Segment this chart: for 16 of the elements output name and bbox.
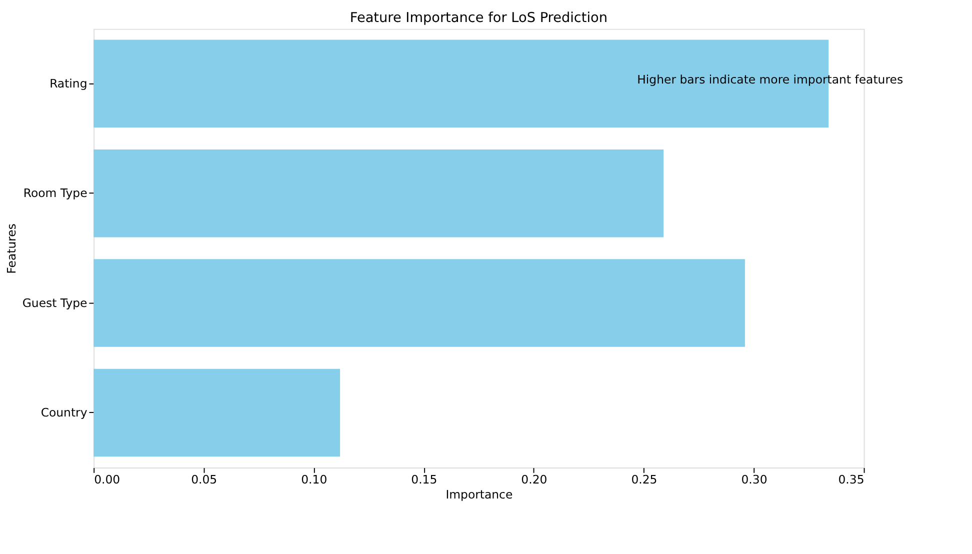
x-axis-title: Importance	[446, 487, 513, 502]
chart-title: Feature Importance for LoS Prediction	[350, 10, 608, 26]
x-tick-label: 0.10	[301, 472, 328, 487]
x-tick-label: 0.30	[741, 472, 768, 487]
x-tick-label: 0.20	[521, 472, 548, 487]
y-tick-label: Rating	[50, 76, 88, 91]
x-tick-label: 0.05	[191, 472, 218, 487]
y-tick-label: Room Type	[23, 186, 88, 200]
annotation: Higher bars indicate more important features	[637, 72, 904, 87]
x-tick-label: 0.25	[631, 472, 658, 487]
y-tick-label: Country	[40, 406, 88, 420]
x-tick-label: 0.15	[411, 472, 438, 487]
x-tick-label: 0.35	[838, 472, 864, 487]
x-tick-label: 0.00	[94, 472, 120, 487]
y-tick-label: Guest Type	[22, 296, 88, 310]
y-axis-title: Features	[4, 224, 18, 274]
